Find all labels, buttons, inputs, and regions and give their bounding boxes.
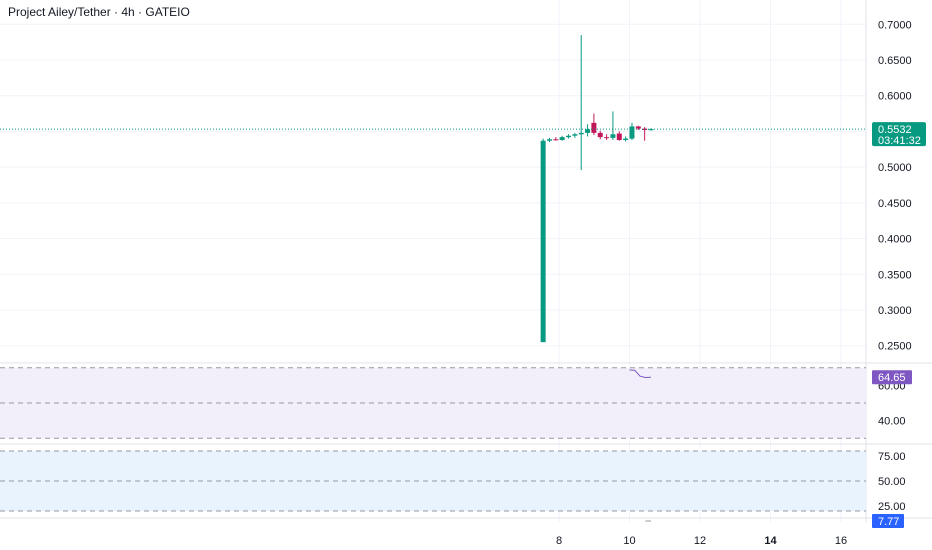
y-tick-label: 0.7000 [878, 19, 912, 31]
candle [540, 138, 546, 343]
candle-body [635, 126, 641, 129]
candle-body [597, 132, 603, 138]
candle-body [585, 129, 591, 133]
candle-body [610, 134, 616, 138]
rsi-tick-label: 40.00 [878, 416, 906, 428]
candle [572, 132, 578, 138]
y-tick-label: 0.5000 [878, 162, 912, 174]
candle-body [546, 139, 552, 141]
candle [585, 124, 591, 137]
candle-body [616, 133, 622, 140]
candle [553, 137, 559, 141]
candle-body [591, 122, 597, 133]
x-tick-label: 8 [556, 535, 562, 547]
candles [540, 35, 654, 343]
candle-body [629, 126, 635, 139]
chart-title: Project Ailey/Tether · 4h · GATEIO [8, 5, 190, 19]
stochastic-tick-label: 75.00 [878, 451, 906, 463]
y-tick-label: 0.4000 [878, 234, 912, 246]
candle-body [578, 132, 584, 135]
grid-lines [0, 0, 932, 522]
axes: 0.70000.65000.60000.55000.50000.45000.40… [556, 19, 926, 547]
candle [591, 113, 597, 135]
candle-body [642, 128, 648, 130]
last-price-tag [872, 122, 926, 147]
candle-body [623, 138, 629, 140]
rsi-value-label: 64.65 [878, 372, 906, 384]
stochastic-panel [0, 450, 866, 522]
candle-body [559, 137, 565, 140]
candle-body [540, 140, 546, 343]
x-tick-label: 14 [764, 535, 777, 547]
candle [623, 136, 629, 142]
stochastic-value-label: 7.77 [878, 516, 899, 528]
stochastic-tick-label: 50.00 [878, 476, 906, 488]
candle-body [572, 134, 578, 136]
rsi-panel [0, 367, 866, 439]
y-tick-label: 0.2500 [878, 341, 912, 353]
candle [604, 134, 610, 140]
y-tick-label: 0.3500 [878, 269, 912, 281]
y-tick-label: 0.6500 [878, 55, 912, 67]
x-tick-label: 16 [835, 535, 847, 547]
candle [578, 35, 584, 170]
y-tick-label: 0.4500 [878, 198, 912, 210]
x-tick-label: 12 [694, 535, 706, 547]
y-tick-label: 0.3000 [878, 305, 912, 317]
last-price-label: 0.5532 [878, 124, 912, 136]
candle [546, 137, 552, 143]
candle [635, 125, 641, 130]
bar-countdown-label: 03:41:32 [878, 135, 921, 147]
candle [610, 111, 616, 140]
candle [559, 135, 565, 141]
candle [629, 122, 635, 140]
candle [616, 131, 622, 141]
candle [642, 127, 648, 141]
candle-body [604, 137, 610, 139]
y-tick-label: 0.6000 [878, 91, 912, 103]
rsi-value-tag [872, 370, 912, 385]
candle [566, 134, 572, 139]
stochastic-value-tag [872, 514, 904, 528]
candle-body [553, 139, 559, 141]
candle-body [566, 135, 572, 138]
stochastic-tick-label: 25.00 [878, 501, 906, 513]
candle [597, 130, 603, 140]
x-tick-label: 10 [623, 535, 635, 547]
rsi-line [629, 369, 652, 378]
